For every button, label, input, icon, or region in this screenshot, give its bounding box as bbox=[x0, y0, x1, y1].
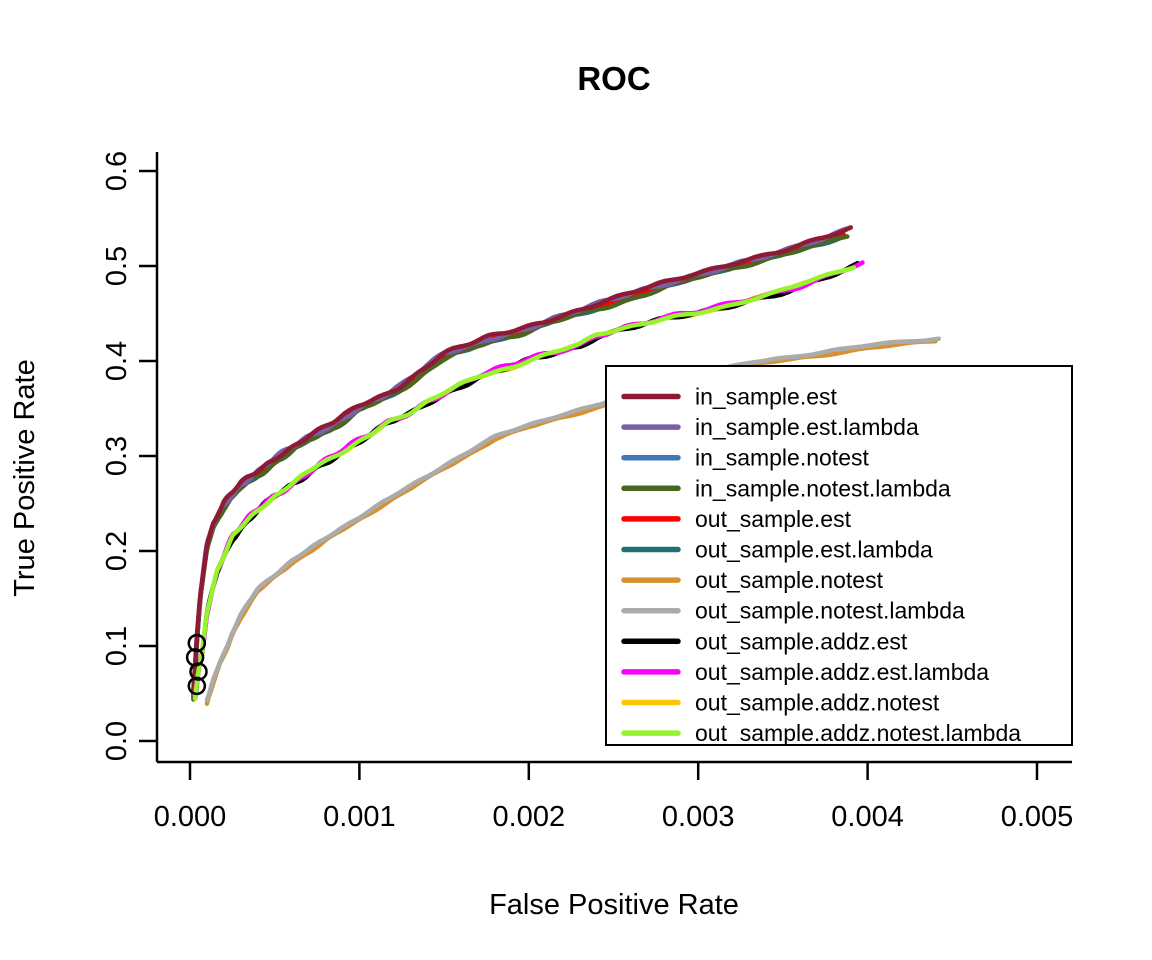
legend-item-label: in_sample.est.lambda bbox=[695, 414, 919, 440]
legend-item-label: in_sample.notest bbox=[695, 445, 869, 471]
y-tick-label-1: 0.1 bbox=[101, 626, 133, 666]
roc-curves bbox=[191, 225, 941, 706]
x-tick-label-1: 0.001 bbox=[323, 801, 396, 833]
x-tick-label-5: 0.005 bbox=[1001, 801, 1074, 833]
y-tick-label-6: 0.6 bbox=[101, 151, 133, 191]
y-tick-label-0: 0.0 bbox=[101, 721, 133, 761]
legend: in_sample.est in_sample.est.lambda in_samp… bbox=[605, 365, 1073, 746]
legend-item-label: out_sample.est.lambda bbox=[695, 537, 933, 563]
x-tick-label-2: 0.002 bbox=[493, 801, 566, 833]
legend-item-label: in_sample.notest.lambda bbox=[695, 475, 951, 501]
y-tick-label-5: 0.5 bbox=[101, 246, 133, 286]
roc-curve-out_sample.notest.lambda bbox=[204, 336, 941, 703]
y-tick-label-2: 0.2 bbox=[101, 531, 133, 571]
y-axis-title: True Positive Rate bbox=[9, 359, 41, 596]
start-marker-circle bbox=[187, 633, 207, 653]
x-tick-label-0: 0.000 bbox=[154, 801, 227, 833]
legend-box bbox=[605, 365, 1073, 746]
chart-title: ROC bbox=[577, 60, 650, 97]
legend-item-label: out_sample.notest bbox=[695, 567, 884, 593]
legend-item-label: out_sample.addz.est bbox=[695, 628, 908, 654]
y-tick-label-3: 0.3 bbox=[101, 436, 133, 476]
legend-item-label: out_sample.addz.notest.lambda bbox=[695, 720, 1021, 746]
legend-rows: in_sample.est in_sample.est.lambda in_samp… bbox=[621, 384, 1021, 746]
x-axis-title: False Positive Rate bbox=[489, 889, 739, 921]
legend-item-label: out_sample.est bbox=[695, 506, 852, 532]
start-marker-circle bbox=[187, 676, 207, 696]
legend-item-label: out_sample.notest.lambda bbox=[695, 598, 965, 624]
x-axis-ticks: 0.000 0.001 0.002 0.003 0.004 0.005 bbox=[154, 762, 1074, 833]
roc-curve-out_sample.addz.notest.lambda bbox=[192, 265, 857, 701]
legend-item-label: in_sample.est bbox=[695, 384, 838, 410]
y-tick-label-4: 0.4 bbox=[101, 341, 133, 381]
start-markers bbox=[185, 633, 208, 696]
roc-curve-in_sample.est bbox=[191, 225, 853, 693]
legend-item-label: out_sample.addz.est.lambda bbox=[695, 659, 989, 685]
y-axis-ticks: 0.0 0.1 0.2 0.3 0.4 0.5 0.6 bbox=[101, 151, 157, 761]
x-tick-label-4: 0.004 bbox=[831, 801, 904, 833]
start-marker-circle bbox=[189, 662, 208, 681]
legend-item-label: out_sample.addz.notest bbox=[695, 690, 940, 716]
x-tick-label-3: 0.003 bbox=[662, 801, 735, 833]
